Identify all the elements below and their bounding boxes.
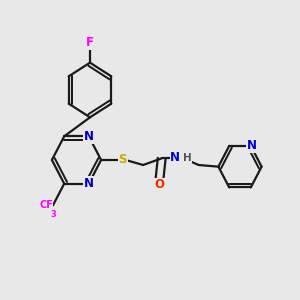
Text: N: N (170, 152, 180, 164)
Text: S: S (118, 154, 127, 166)
Text: N: N (84, 130, 94, 143)
Text: 3: 3 (51, 210, 56, 219)
Text: F: F (86, 36, 94, 49)
Text: CF: CF (39, 200, 53, 210)
Text: N: N (246, 140, 256, 152)
Text: N: N (84, 177, 94, 190)
Text: H: H (183, 153, 192, 163)
Text: O: O (154, 178, 164, 191)
